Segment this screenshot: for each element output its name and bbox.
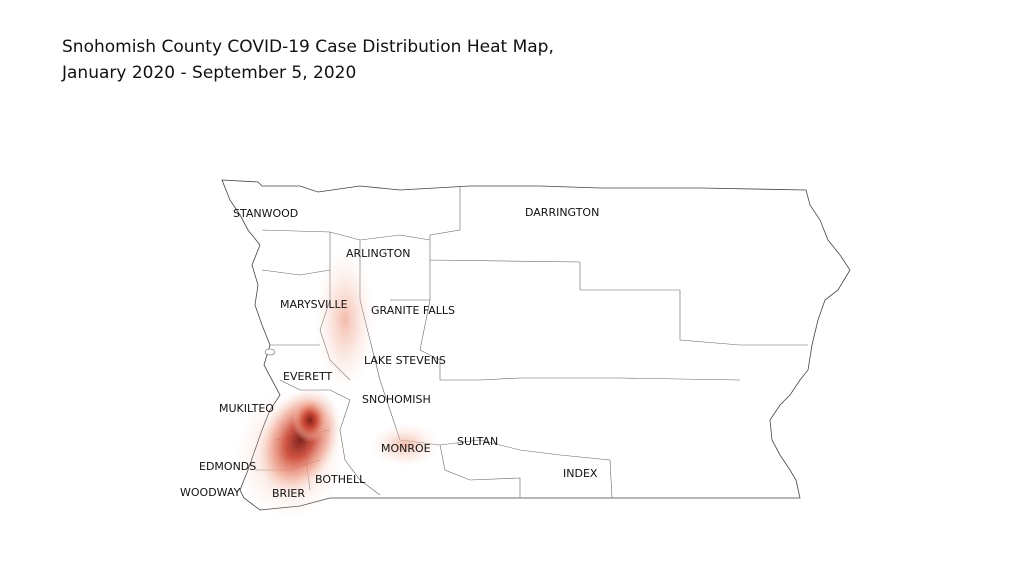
place-label: DARRINGTON xyxy=(525,206,599,219)
place-label: BRIER xyxy=(272,487,305,500)
place-label: MARYSVILLE xyxy=(280,298,348,311)
place-label: WOODWAY xyxy=(180,486,241,499)
heat-layer xyxy=(235,250,440,520)
island xyxy=(264,348,276,356)
title-line: January 2020 - September 5, 2020 xyxy=(61,63,356,83)
place-label: LAKE STEVENS xyxy=(364,354,446,367)
county-map xyxy=(221,179,851,520)
place-label: MONROE xyxy=(381,442,431,455)
place-label: BOTHELL xyxy=(315,473,366,486)
place-label: ARLINGTON xyxy=(346,247,411,260)
place-label: MUKILTEO xyxy=(219,402,274,415)
place-label: SULTAN xyxy=(457,435,498,448)
place-label: EDMONDS xyxy=(199,460,256,473)
place-label: SNOHOMISH xyxy=(362,393,431,406)
place-label: STANWOOD xyxy=(233,207,298,220)
place-labels: STANWOOD DARRINGTON ARLINGTON MARYSVILLE… xyxy=(180,206,599,500)
title-line: Snohomish County COVID-19 Case Distribut… xyxy=(62,37,554,57)
place-label: EVERETT xyxy=(283,370,333,383)
place-label: INDEX xyxy=(563,467,598,480)
place-label: GRANITE FALLS xyxy=(371,304,455,317)
